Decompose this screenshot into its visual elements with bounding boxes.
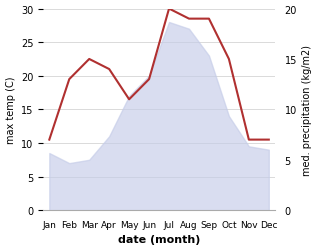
Y-axis label: med. precipitation (kg/m2): med. precipitation (kg/m2) — [302, 45, 313, 175]
Y-axis label: max temp (C): max temp (C) — [5, 76, 16, 144]
X-axis label: date (month): date (month) — [118, 234, 200, 244]
